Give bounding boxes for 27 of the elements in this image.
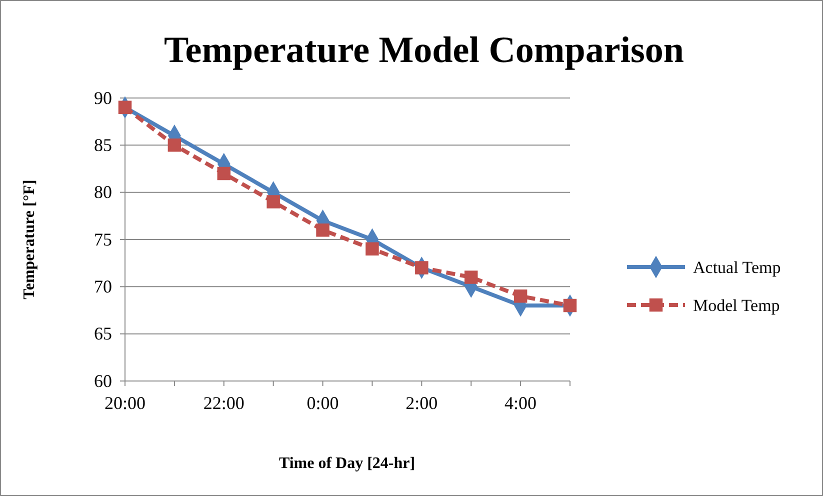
y-tick-label: 90 (94, 88, 112, 108)
x-tick-label: 0:00 (306, 392, 339, 413)
legend-label: Model Temp (693, 296, 780, 315)
y-axis-title: Temperature [°F] (21, 180, 38, 300)
y-tick-label: 80 (94, 182, 112, 202)
y-tick-label: 60 (94, 370, 112, 391)
point (366, 242, 379, 256)
point (316, 223, 330, 237)
point (464, 270, 478, 284)
point (514, 289, 528, 303)
y-tick-label: 75 (94, 229, 112, 250)
y-tick-label: 70 (94, 276, 112, 296)
x-tick-label: 22:00 (203, 392, 244, 413)
point (118, 100, 132, 114)
point (168, 138, 182, 152)
x-tick-label: 20:00 (104, 392, 146, 413)
legend-label: Actual Temp (693, 258, 781, 277)
x-axis-title: Time of Day [24-hr] (278, 455, 416, 472)
x-tick-label: 4:00 (504, 392, 537, 413)
y-tick-label: 65 (94, 324, 112, 344)
chart-title: Temperature Model Comparison (164, 30, 684, 71)
point (217, 166, 231, 180)
x-tick-label: 2:00 (406, 392, 438, 413)
point (266, 195, 280, 208)
y-tick-label: 85 (94, 134, 112, 155)
point (415, 261, 428, 274)
point (563, 298, 577, 312)
